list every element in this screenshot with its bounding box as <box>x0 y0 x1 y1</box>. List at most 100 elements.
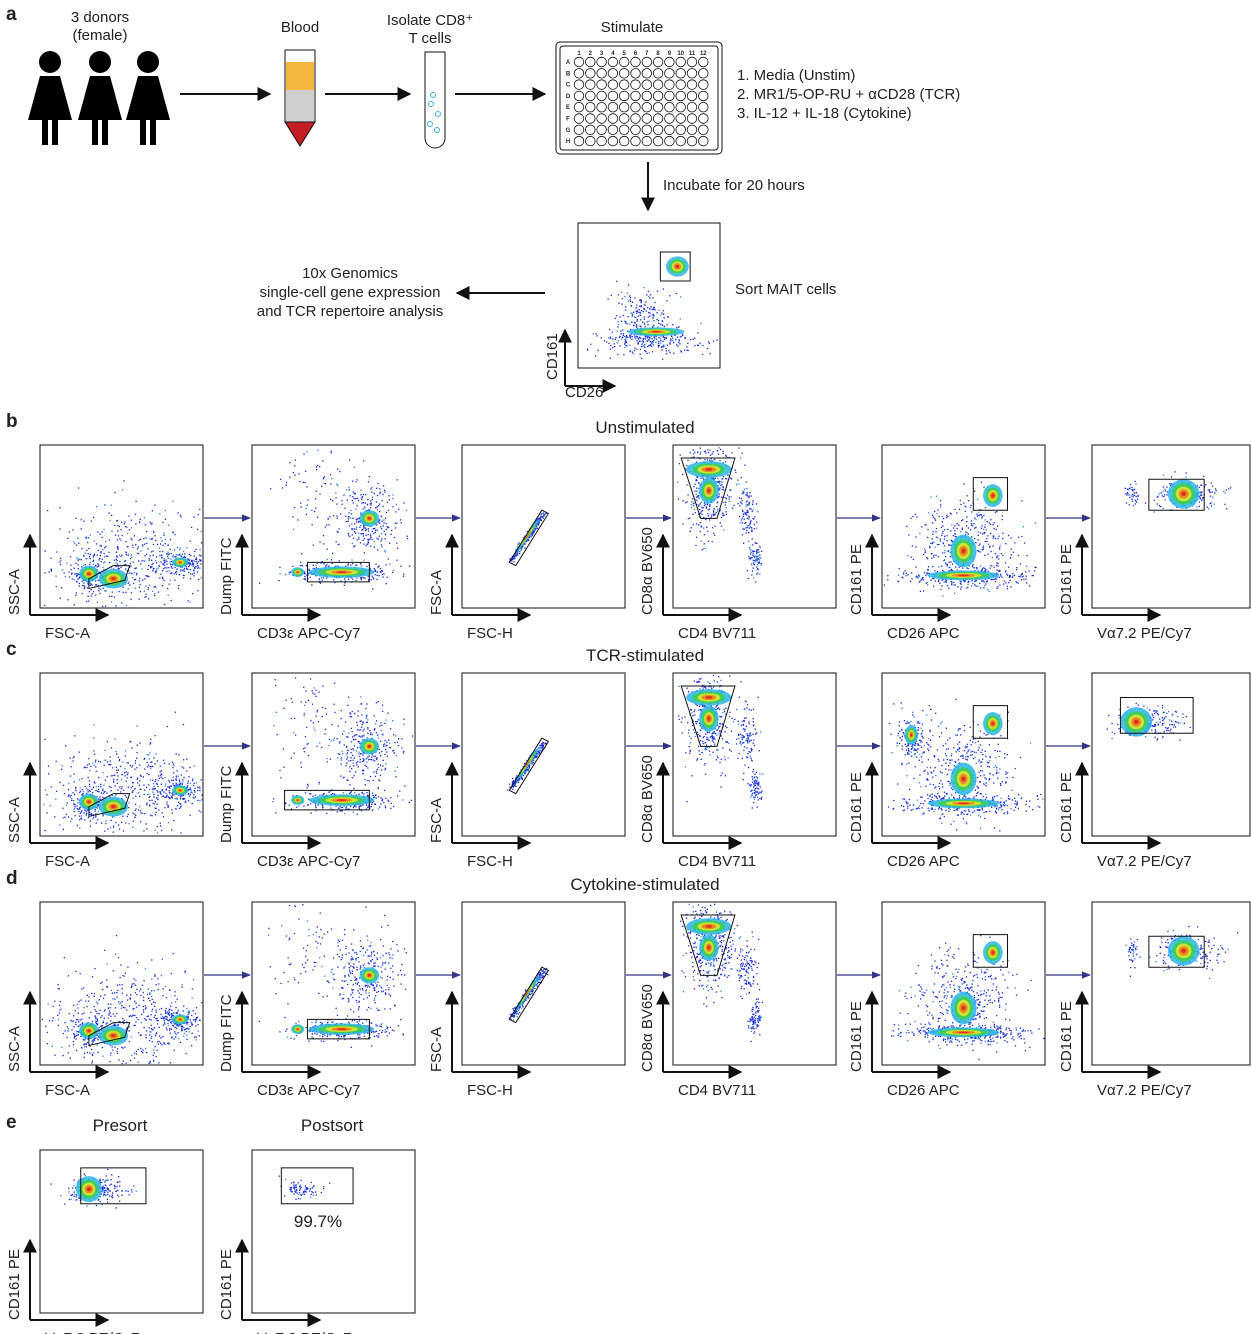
event <box>960 584 961 585</box>
event <box>152 564 153 565</box>
event <box>308 573 309 574</box>
event <box>625 322 626 323</box>
event <box>745 494 746 495</box>
event <box>289 477 290 478</box>
event <box>327 549 328 550</box>
event <box>971 511 972 512</box>
event <box>350 495 351 496</box>
event <box>77 808 78 809</box>
event <box>733 505 734 506</box>
event <box>1210 496 1211 497</box>
event <box>973 523 974 524</box>
well <box>586 114 596 124</box>
event <box>747 570 748 571</box>
event <box>756 566 757 567</box>
event <box>646 353 647 354</box>
event <box>1135 484 1136 485</box>
event <box>82 581 83 582</box>
event <box>157 760 158 761</box>
event <box>627 293 628 294</box>
event <box>918 575 919 576</box>
event <box>744 512 745 513</box>
event <box>44 804 45 805</box>
event <box>707 348 708 349</box>
event <box>115 738 116 739</box>
event <box>133 821 134 822</box>
event <box>111 515 112 516</box>
event <box>105 760 106 761</box>
event <box>675 340 676 341</box>
event <box>940 500 941 501</box>
event <box>92 792 93 793</box>
event <box>596 335 597 336</box>
event <box>56 551 57 552</box>
well <box>699 57 709 67</box>
well <box>619 69 629 79</box>
event <box>354 792 355 793</box>
event <box>156 753 157 754</box>
event <box>79 559 80 560</box>
event <box>178 802 179 803</box>
event <box>998 538 999 539</box>
event <box>124 772 125 773</box>
event <box>955 536 956 537</box>
event <box>157 791 158 792</box>
event <box>970 507 971 508</box>
event <box>404 502 405 503</box>
event <box>923 590 924 591</box>
event <box>693 486 694 487</box>
event <box>694 451 695 452</box>
event <box>49 571 50 572</box>
event <box>919 533 920 534</box>
event <box>383 573 384 574</box>
event <box>128 581 129 582</box>
event <box>47 510 48 511</box>
event <box>949 562 950 563</box>
event <box>194 555 195 556</box>
event <box>678 342 679 343</box>
event <box>147 773 148 774</box>
red-cells <box>285 122 315 146</box>
event <box>171 566 172 567</box>
event <box>1154 500 1155 501</box>
event <box>978 539 979 540</box>
event <box>640 319 641 320</box>
event <box>157 826 158 827</box>
event <box>530 536 531 537</box>
event <box>986 581 987 582</box>
event <box>754 551 755 552</box>
event <box>127 546 128 547</box>
event <box>915 514 916 515</box>
event <box>144 759 145 760</box>
event <box>702 354 703 355</box>
density-core <box>652 331 661 332</box>
event <box>636 324 637 325</box>
event <box>703 528 704 529</box>
event <box>709 343 710 344</box>
event <box>519 542 520 543</box>
event <box>97 580 98 581</box>
event <box>966 588 967 589</box>
event <box>644 347 645 348</box>
event <box>947 540 948 541</box>
event <box>691 527 692 528</box>
event <box>396 523 397 524</box>
event <box>1018 555 1019 556</box>
event <box>122 489 123 490</box>
label: CD161 <box>544 333 561 380</box>
event <box>94 781 95 782</box>
event <box>941 527 942 528</box>
density-core <box>991 494 994 498</box>
event <box>980 551 981 552</box>
event <box>174 549 175 550</box>
event <box>352 496 353 497</box>
event <box>83 521 84 522</box>
event <box>94 765 95 766</box>
event <box>370 507 371 508</box>
event <box>517 544 518 545</box>
event <box>1199 487 1200 488</box>
event <box>356 519 357 520</box>
event <box>941 566 942 567</box>
event <box>601 337 602 338</box>
well <box>687 114 697 124</box>
